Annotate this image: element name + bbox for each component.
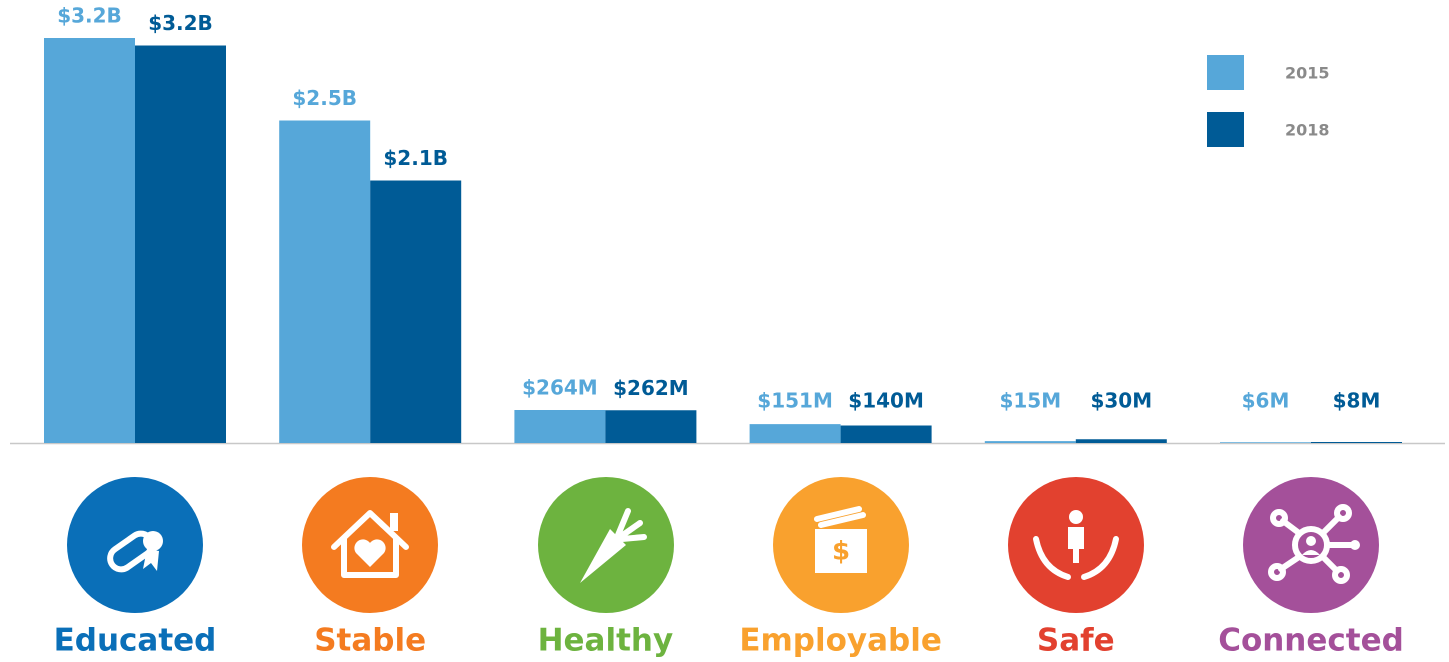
value-label: $151M <box>757 389 833 413</box>
bar <box>605 410 697 443</box>
svg-text:$: $ <box>832 537 850 567</box>
icon-safe <box>1008 477 1144 613</box>
legend-label: 2018 <box>1285 121 1330 140</box>
value-label: $3.2B <box>148 11 213 35</box>
bar <box>1311 442 1402 443</box>
bar <box>1075 439 1167 443</box>
value-label: $2.5B <box>292 86 357 110</box>
category-label: Employable <box>739 623 942 659</box>
category-label: Healthy <box>538 623 674 659</box>
bar <box>514 410 606 443</box>
category-icons: $ <box>67 477 1379 613</box>
value-label: $264M <box>522 376 598 400</box>
category-label: Educated <box>54 623 217 659</box>
icon-connected <box>1243 477 1379 613</box>
icon-educated <box>67 477 203 613</box>
value-label: $2.1B <box>383 146 448 170</box>
icon-employable: $ <box>773 477 909 613</box>
bar <box>840 425 932 443</box>
bar <box>984 441 1076 443</box>
value-label: $30M <box>1090 389 1152 413</box>
value-label: $15M <box>999 389 1061 413</box>
bar <box>44 38 135 443</box>
legend-swatch <box>1207 55 1244 90</box>
bar <box>749 424 841 443</box>
icon-healthy <box>538 477 674 613</box>
bar <box>1220 442 1311 443</box>
category-label: Connected <box>1218 623 1404 659</box>
value-label: $8M <box>1333 389 1381 413</box>
legend-swatch <box>1207 112 1244 147</box>
category-label: Safe <box>1037 623 1115 659</box>
value-label: $140M <box>848 389 924 413</box>
category-label: Stable <box>314 623 426 659</box>
legend-label: 2015 <box>1285 64 1330 83</box>
icon-stable <box>302 477 438 613</box>
value-label: $6M <box>1242 389 1290 413</box>
bar <box>135 45 226 443</box>
value-label: $262M <box>613 376 689 400</box>
bar <box>279 120 371 443</box>
bar <box>370 180 462 443</box>
value-label: $3.2B <box>57 4 122 28</box>
